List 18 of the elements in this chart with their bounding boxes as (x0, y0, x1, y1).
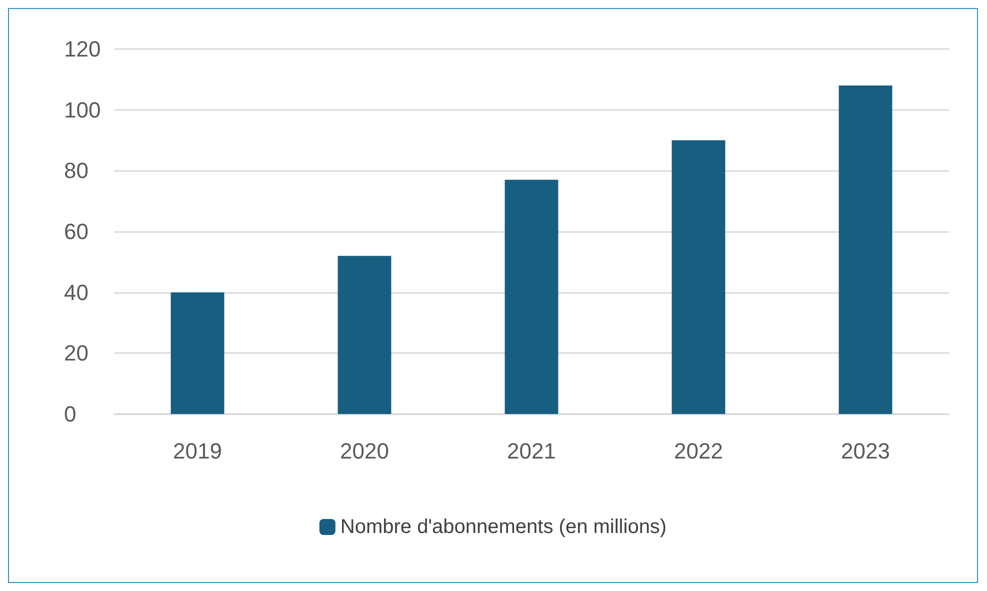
x-tick-label: 2022 (674, 438, 723, 464)
legend-label: Nombre d'abonnements (en millions) (340, 516, 667, 538)
bar (338, 256, 392, 414)
bar (504, 180, 558, 414)
y-tick-label: 80 (64, 158, 88, 184)
y-tick-label: 120 (64, 36, 101, 62)
bar (672, 140, 726, 414)
y-tick-label: 0 (64, 402, 76, 426)
x-tick-label: 2020 (340, 438, 389, 464)
x-tick-label: 2023 (841, 438, 890, 464)
y-tick-label: 40 (64, 280, 88, 305)
x-tick-label: 2021 (507, 438, 556, 464)
y-tick-label: 20 (64, 340, 88, 366)
x-tick-label: 2019 (173, 438, 222, 464)
bar (170, 292, 224, 414)
y-tick-label: 100 (64, 97, 101, 122)
y-tick-label: 60 (64, 219, 88, 244)
bar (838, 86, 892, 414)
